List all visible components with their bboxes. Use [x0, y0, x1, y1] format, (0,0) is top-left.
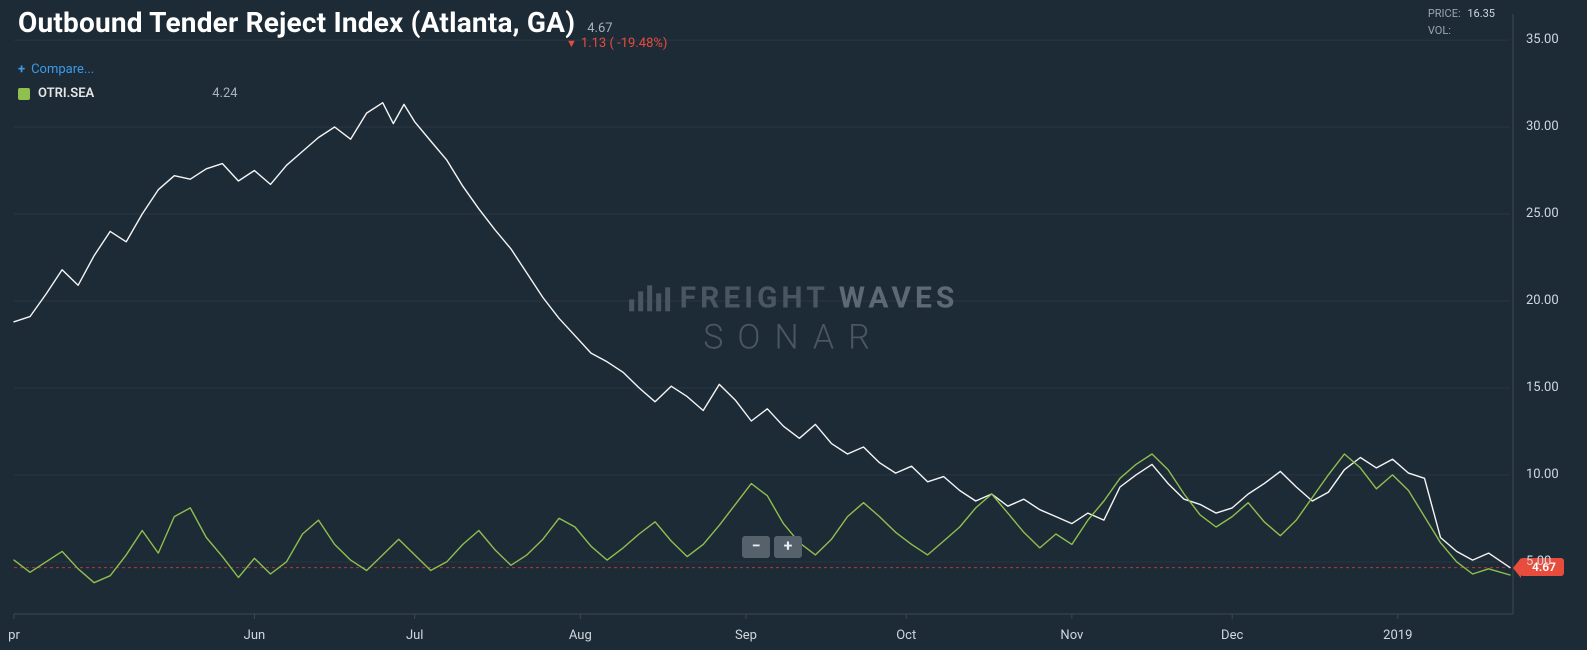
legend-ticker: OTRI.SEA: [38, 86, 94, 101]
y-tick-label: 20.00: [1526, 293, 1559, 308]
x-tick-label: Jun: [244, 628, 266, 643]
y-tick-label: 15.00: [1526, 380, 1559, 395]
y-tick-label: 30.00: [1526, 119, 1559, 134]
x-tick-label: pr: [8, 628, 20, 643]
chart-change-text: 1.13 ( -19.48%): [581, 36, 668, 51]
zoom-controls: − +: [742, 536, 802, 558]
legend-swatch: [18, 88, 30, 100]
info-vol: VOL:: [1428, 23, 1495, 40]
info-vol-label: VOL:: [1428, 24, 1451, 37]
y-tick-label: 25.00: [1526, 206, 1559, 221]
x-tick-label: Sep: [735, 628, 757, 643]
x-tick-label: Oct: [896, 628, 916, 643]
chart-container: FREIGHTWAVES SONAR Outbound Tender Rejec…: [0, 0, 1587, 650]
info-price-value: 16.35: [1467, 7, 1495, 20]
compare-button[interactable]: + Compare...: [18, 62, 94, 77]
y-tick-label: 5.00: [1526, 554, 1551, 569]
zoom-out-button[interactable]: −: [742, 536, 770, 558]
x-tick-label: 2019: [1383, 628, 1412, 643]
info-price-label: PRICE:: [1428, 7, 1461, 20]
legend-row[interactable]: OTRI.SEA 4.24: [18, 86, 238, 101]
info-price: PRICE: 16.35: [1428, 6, 1495, 23]
x-tick-label: Jul: [406, 628, 424, 643]
y-tick-label: 35.00: [1526, 32, 1559, 47]
down-arrow-icon: ▼: [566, 37, 577, 50]
chart-title-value: 4.67: [587, 21, 612, 36]
title-row: Outbound Tender Reject Index (Atlanta, G…: [18, 6, 613, 39]
chart-change: ▼ 1.13 ( -19.48%): [566, 36, 667, 51]
info-block: PRICE: 16.35 VOL:: [1428, 6, 1495, 39]
zoom-in-button[interactable]: +: [774, 536, 802, 558]
legend-value: 4.24: [212, 86, 237, 101]
x-tick-label: Nov: [1060, 628, 1083, 643]
compare-label: Compare...: [31, 62, 94, 77]
plus-icon: +: [18, 62, 25, 77]
x-tick-label: Dec: [1221, 628, 1243, 643]
chart-title: Outbound Tender Reject Index (Atlanta, G…: [18, 6, 575, 39]
y-tick-label: 10.00: [1526, 467, 1559, 482]
x-tick-label: Aug: [569, 628, 592, 643]
